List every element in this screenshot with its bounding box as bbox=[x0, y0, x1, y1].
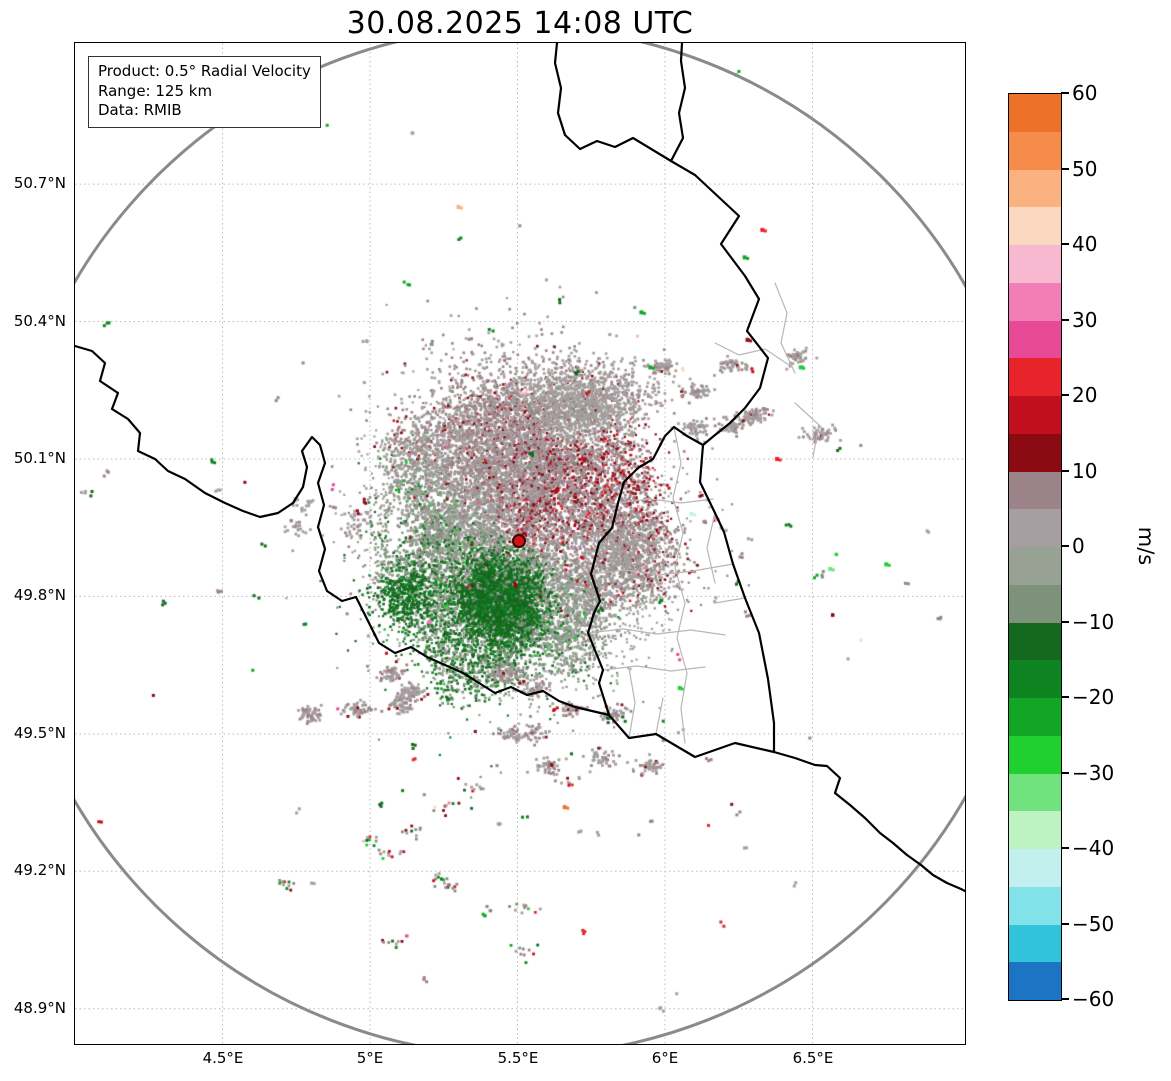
info-range: Range: 125 km bbox=[98, 81, 213, 100]
x-tick-label: 6°E bbox=[651, 1049, 679, 1067]
colorbar-tick-label: −60 bbox=[1072, 987, 1115, 1011]
figure-title: 30.08.2025 14:08 UTC bbox=[346, 6, 694, 41]
colorbar-tick-label: 20 bbox=[1072, 383, 1098, 407]
colorbar-tick-mark bbox=[1061, 620, 1069, 623]
colorbar-unit-label: m/s bbox=[1134, 526, 1158, 566]
colorbar-tick-label: −20 bbox=[1072, 685, 1115, 709]
x-tick-label: 5°E bbox=[356, 1049, 384, 1067]
colorbar-tick-mark bbox=[1061, 998, 1069, 1000]
colorbar-segment bbox=[1009, 471, 1061, 510]
colorbar-segment bbox=[1009, 131, 1061, 170]
border-be-de bbox=[669, 159, 770, 447]
colorbar-segment bbox=[1009, 245, 1061, 283]
colorbar-segment bbox=[1009, 282, 1061, 321]
colorbar-segment bbox=[1009, 886, 1061, 925]
colorbar-segment bbox=[1009, 94, 1061, 132]
colorbar-tick-mark bbox=[1061, 167, 1069, 170]
colorbar-segment bbox=[1009, 320, 1061, 359]
colorbar-tick-label: 0 bbox=[1072, 534, 1085, 558]
colorbar-segment bbox=[1009, 811, 1061, 849]
border-lu-south bbox=[607, 713, 776, 759]
map-borders bbox=[75, 43, 965, 1044]
colorbar-tick-label: 50 bbox=[1072, 156, 1098, 181]
x-tick-label: 6.5°E bbox=[792, 1049, 834, 1067]
colorbar-tick-label: 10 bbox=[1072, 458, 1098, 483]
colorbar-segment bbox=[1009, 622, 1061, 661]
radar-site-marker bbox=[511, 534, 526, 549]
colorbar-tick-mark bbox=[1061, 696, 1069, 698]
colorbar-segment bbox=[1009, 547, 1061, 585]
colorbar-segment bbox=[1009, 433, 1061, 472]
border-lu-west bbox=[586, 425, 705, 717]
colorbar-tick-label: −30 bbox=[1072, 760, 1115, 785]
border-de-fr bbox=[772, 750, 965, 893]
colorbar-tick-label: −40 bbox=[1072, 836, 1115, 860]
colorbar-tick-label: −50 bbox=[1072, 911, 1115, 936]
colorbar-segment bbox=[1009, 698, 1061, 736]
y-tick-label: 50.7°N bbox=[13, 174, 66, 192]
y-tick-label: 49.5°N bbox=[13, 724, 66, 742]
colorbar-segment bbox=[1009, 207, 1061, 245]
y-tick-label: 50.1°N bbox=[13, 449, 66, 467]
colorbar-segment bbox=[1009, 358, 1061, 396]
colorbar-tick-label: 60 bbox=[1072, 81, 1098, 105]
admin-boundaries bbox=[587, 282, 820, 744]
colorbar-segment bbox=[1009, 849, 1061, 887]
info-data-source: Data: RMIB bbox=[98, 101, 182, 119]
colorbar-segment bbox=[1009, 584, 1061, 623]
product-info-box: Product: 0.5° Radial Velocity Range: 125… bbox=[88, 56, 321, 128]
map-plot: Product: 0.5° Radial Velocity Range: 125… bbox=[74, 42, 966, 1045]
colorbar-tick-mark bbox=[1061, 771, 1069, 774]
y-tick-label: 49.8°N bbox=[13, 586, 66, 604]
colorbar-tick-label: 30 bbox=[1072, 307, 1098, 332]
colorbar bbox=[1008, 93, 1062, 1001]
colorbar-tick-label: 40 bbox=[1072, 232, 1098, 256]
colorbar-tick-mark bbox=[1061, 847, 1069, 849]
national-borders bbox=[75, 43, 965, 893]
colorbar-tick-mark bbox=[1061, 243, 1069, 245]
colorbar-tick-mark bbox=[1061, 922, 1069, 925]
info-product: Product: 0.5° Radial Velocity bbox=[98, 62, 311, 80]
colorbar-segment bbox=[1009, 773, 1061, 812]
y-tick-label: 48.9°N bbox=[13, 999, 66, 1017]
colorbar-tick-mark bbox=[1061, 394, 1069, 396]
border-be-nl bbox=[553, 43, 673, 163]
colorbar-segment bbox=[1009, 924, 1061, 963]
border-de-nl bbox=[669, 43, 687, 163]
colorbar-segment bbox=[1009, 169, 1061, 208]
x-tick-label: 5.5°E bbox=[497, 1049, 539, 1067]
colorbar-tick-mark bbox=[1061, 469, 1069, 472]
colorbar-tick-mark bbox=[1061, 318, 1069, 321]
colorbar-segment bbox=[1009, 962, 1061, 1000]
y-tick-label: 50.4°N bbox=[13, 312, 66, 330]
y-tick-label: 49.2°N bbox=[13, 861, 66, 879]
colorbar-tick-mark bbox=[1061, 545, 1069, 547]
x-tick-label: 4.5°E bbox=[202, 1049, 244, 1067]
colorbar-tick-label: −10 bbox=[1072, 609, 1115, 634]
colorbar-tick-mark bbox=[1061, 92, 1069, 94]
border-lu-east bbox=[698, 443, 776, 754]
colorbar-segment bbox=[1009, 396, 1061, 434]
colorbar-segment bbox=[1009, 509, 1061, 547]
colorbar-segment bbox=[1009, 735, 1061, 774]
colorbar-segment bbox=[1009, 660, 1061, 698]
border-fr-be bbox=[75, 344, 611, 717]
